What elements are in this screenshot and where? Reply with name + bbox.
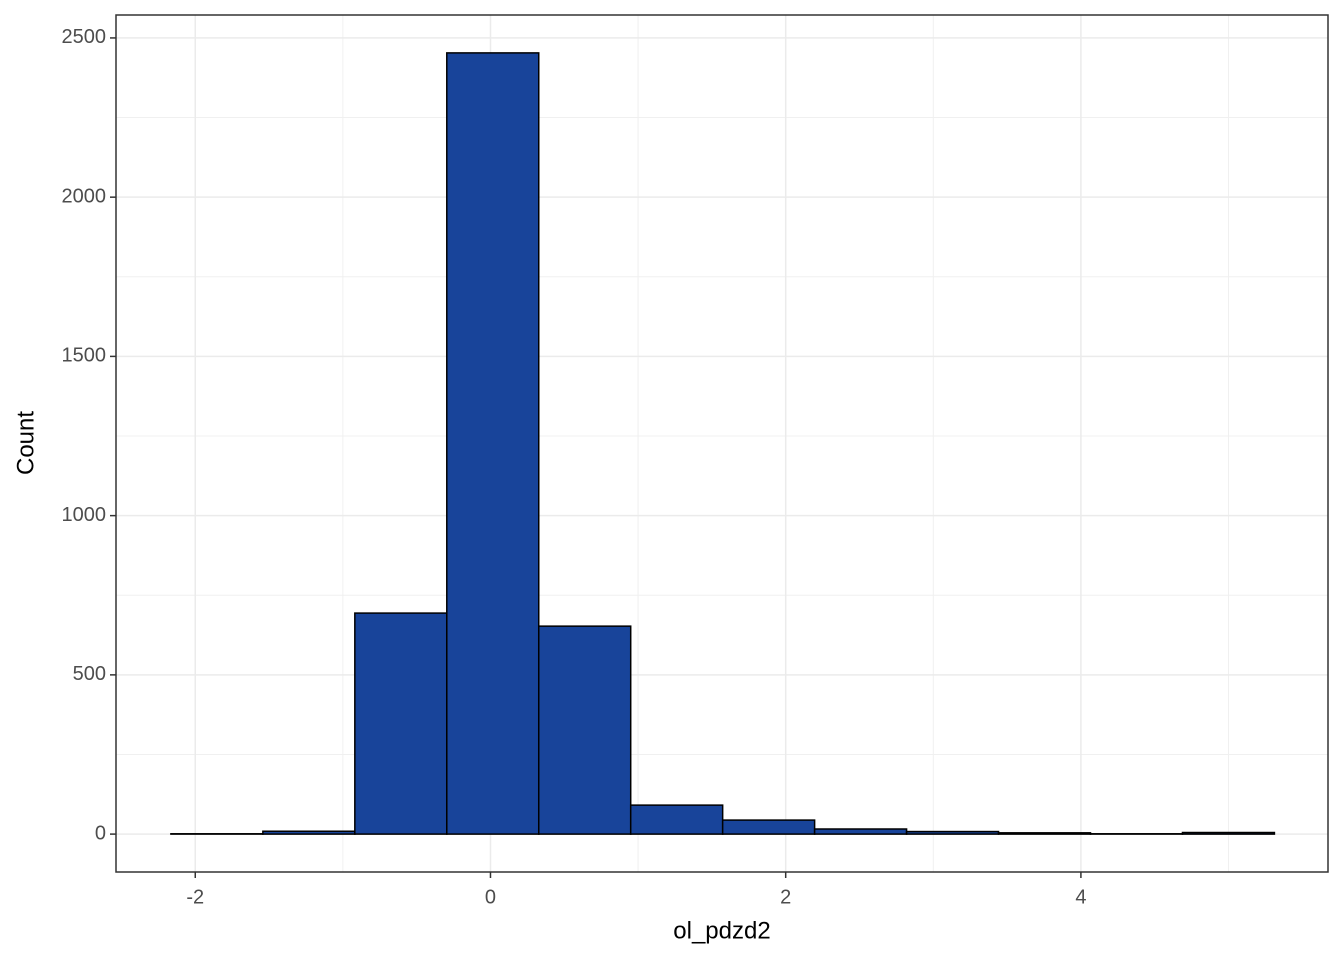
bar [813, 828, 908, 835]
y-tick-label: 0 [95, 822, 106, 844]
x-axis-title: ol_pdzd2 [673, 917, 770, 944]
y-tick-label: 1500 [62, 345, 107, 367]
bars [170, 52, 1276, 835]
grid [116, 15, 1328, 872]
bar [905, 830, 1000, 835]
bar [1181, 831, 1276, 835]
bar [354, 612, 448, 835]
bar [721, 819, 816, 835]
bar [997, 832, 1092, 835]
panel-border [115, 14, 1329, 873]
y-axis-title: Count [12, 411, 39, 475]
x-tick-label: 4 [1075, 886, 1086, 908]
y-tick-label: 2500 [62, 26, 107, 48]
x-tick-label: -2 [186, 886, 204, 908]
y-tick-label: 1000 [62, 504, 107, 526]
bar [537, 625, 632, 835]
x-tick-label: 0 [485, 886, 496, 908]
bar [446, 52, 540, 835]
bar [629, 804, 724, 835]
bar [262, 830, 356, 835]
y-tick-label: 500 [73, 663, 106, 685]
y-tick-label: 2000 [62, 185, 107, 207]
x-tick-label: 2 [780, 886, 791, 908]
